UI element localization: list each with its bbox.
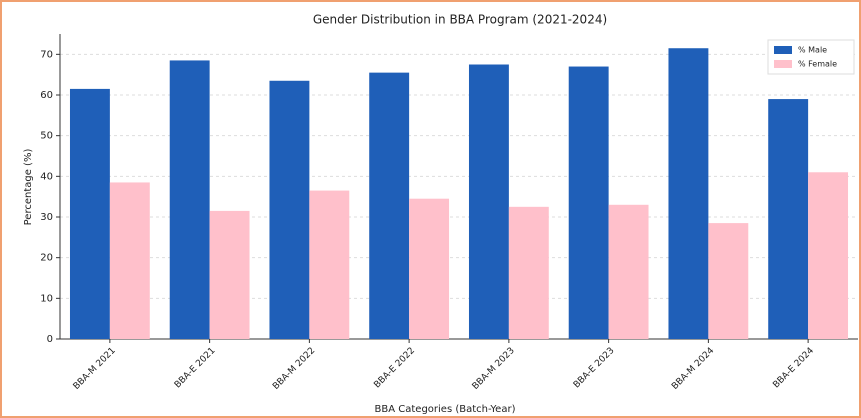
- bar: [109, 182, 150, 339]
- bar: [608, 204, 649, 339]
- bar: [369, 72, 410, 339]
- bar: [708, 223, 749, 339]
- legend-label: % Male: [798, 46, 827, 55]
- bar: [508, 206, 549, 339]
- legend-box: [767, 39, 855, 75]
- y-tick-label: 40: [40, 171, 53, 182]
- bar: [808, 172, 849, 339]
- legend-swatch: [774, 60, 792, 68]
- y-tick-label: 20: [40, 253, 53, 264]
- bar: [309, 190, 350, 339]
- bar: [468, 64, 509, 339]
- y-tick-label: 10: [40, 293, 53, 304]
- y-tick-label: 70: [40, 49, 53, 60]
- bar: [209, 210, 250, 339]
- y-tick-label: 30: [40, 212, 53, 223]
- legend-swatch: [774, 46, 792, 54]
- bar: [768, 99, 809, 339]
- bar: [169, 60, 210, 339]
- y-axis-label: Percentage (%): [23, 149, 34, 226]
- bar: [409, 198, 450, 339]
- y-tick-label: 60: [40, 90, 53, 101]
- chart-title: Gender Distribution in BBA Program (2021…: [313, 13, 607, 27]
- x-axis-label: BBA Categories (Batch-Year): [375, 404, 516, 415]
- bar: [269, 80, 310, 340]
- y-tick-label: 50: [40, 131, 53, 142]
- bar: [668, 48, 709, 339]
- y-tick-label: 0: [47, 334, 53, 345]
- bar: [69, 88, 110, 340]
- bar: [568, 66, 609, 340]
- legend-label: % Female: [798, 60, 837, 69]
